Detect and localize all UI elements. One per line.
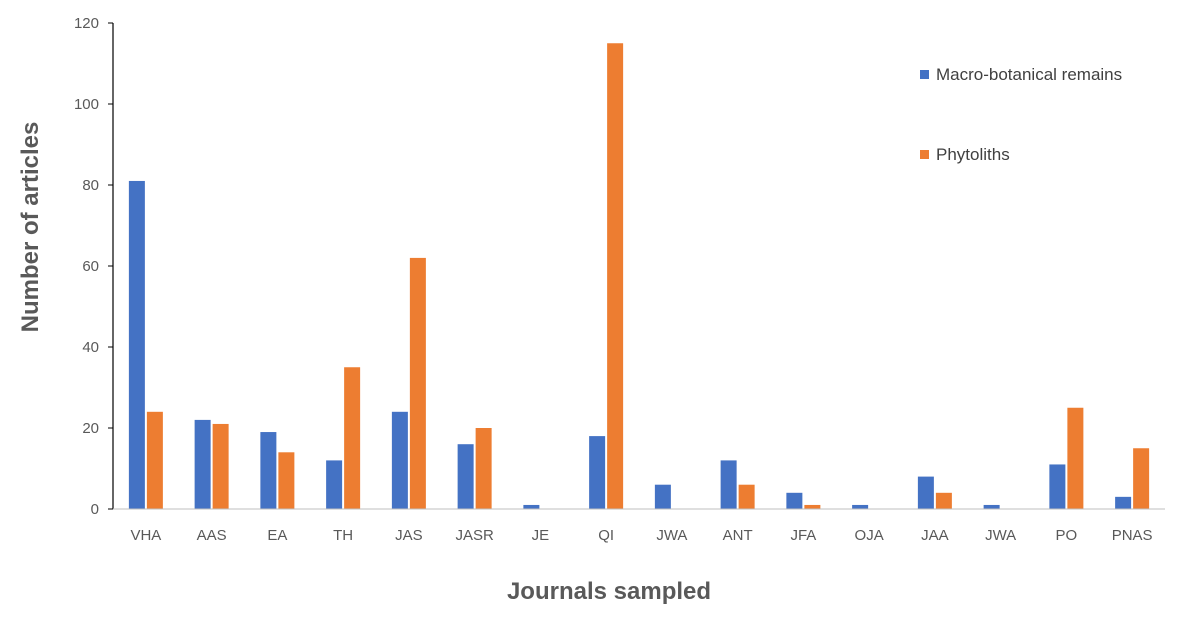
bar-macro-botanical-jas	[391, 411, 408, 509]
x-axis-ticks: VHA AAS EA TH JAS JASR JE QI JWA ANT JFA OJA JAA JWA P…	[130, 527, 1152, 544]
bars-group	[128, 43, 1150, 509]
bar-macro-botanical-vha	[128, 180, 145, 509]
y-tick-label: 100	[74, 96, 99, 113]
y-tick-label: 120	[74, 15, 99, 32]
x-tick-label: JE	[532, 527, 550, 544]
bar-macro-botanical-jasr	[457, 444, 474, 509]
bar-macro-botanical-jwa	[654, 484, 671, 509]
legend-swatch	[920, 70, 929, 79]
x-tick-label: JAS	[395, 527, 423, 544]
bar-phytoliths-po	[1067, 407, 1084, 509]
bar-macro-botanical-ant	[720, 460, 737, 509]
legend-swatch	[920, 150, 929, 159]
x-tick-label: QI	[598, 527, 614, 544]
bar-phytoliths-pnas	[1133, 448, 1150, 509]
x-tick-label: VHA	[130, 527, 161, 544]
bar-macro-botanical-ea	[260, 432, 277, 509]
bar-phytoliths-aas	[212, 423, 229, 509]
legend-label: Macro-botanical remains	[936, 65, 1122, 84]
x-tick-label: EA	[267, 527, 287, 544]
bar-phytoliths-jas	[409, 257, 426, 509]
bar-phytoliths-th	[344, 367, 361, 509]
x-tick-label: JFA	[790, 527, 816, 544]
bar-macro-botanical-qi	[589, 436, 606, 509]
bar-macro-botanical-je	[523, 504, 540, 509]
x-tick-label: JAA	[921, 527, 949, 544]
bar-phytoliths-jaa	[935, 492, 952, 509]
y-axis-ticks: 0 20 40 60 80 100 120	[74, 15, 113, 518]
x-tick-label: OJA	[855, 527, 884, 544]
legend: Macro-botanical remains Phytoliths	[920, 65, 1122, 164]
bar-phytoliths-ea	[278, 452, 295, 509]
bar-macro-botanical-jwa	[983, 504, 1000, 509]
x-tick-label: PO	[1056, 527, 1078, 544]
x-axis-title: Journals sampled	[507, 578, 711, 605]
y-axis-title: Number of articles	[17, 122, 44, 333]
y-tick-label: 80	[82, 177, 99, 194]
bar-macro-botanical-jfa	[786, 492, 803, 509]
bar-macro-botanical-aas	[194, 419, 211, 509]
bar-macro-botanical-po	[1049, 464, 1066, 509]
x-tick-label: JWA	[656, 527, 687, 544]
y-tick-label: 40	[82, 339, 99, 356]
bar-phytoliths-jasr	[475, 428, 492, 509]
legend-label: Phytoliths	[936, 145, 1010, 164]
x-tick-label: ANT	[723, 527, 753, 544]
bar-macro-botanical-th	[326, 460, 343, 509]
x-tick-label: JASR	[455, 527, 494, 544]
bar-phytoliths-jfa	[804, 504, 821, 509]
x-tick-label: TH	[333, 527, 353, 544]
bar-phytoliths-ant	[738, 484, 755, 509]
bar-phytoliths-vha	[146, 411, 163, 509]
bar-macro-botanical-pnas	[1115, 496, 1132, 509]
x-tick-label: JWA	[985, 527, 1016, 544]
bar-macro-botanical-jaa	[917, 476, 934, 509]
y-tick-label: 20	[82, 420, 99, 437]
y-tick-label: 0	[91, 501, 99, 518]
x-tick-label: AAS	[197, 527, 227, 544]
x-tick-label: PNAS	[1112, 527, 1153, 544]
bar-macro-botanical-oja	[852, 504, 869, 509]
y-tick-label: 60	[82, 258, 99, 275]
bar-phytoliths-qi	[607, 43, 624, 509]
